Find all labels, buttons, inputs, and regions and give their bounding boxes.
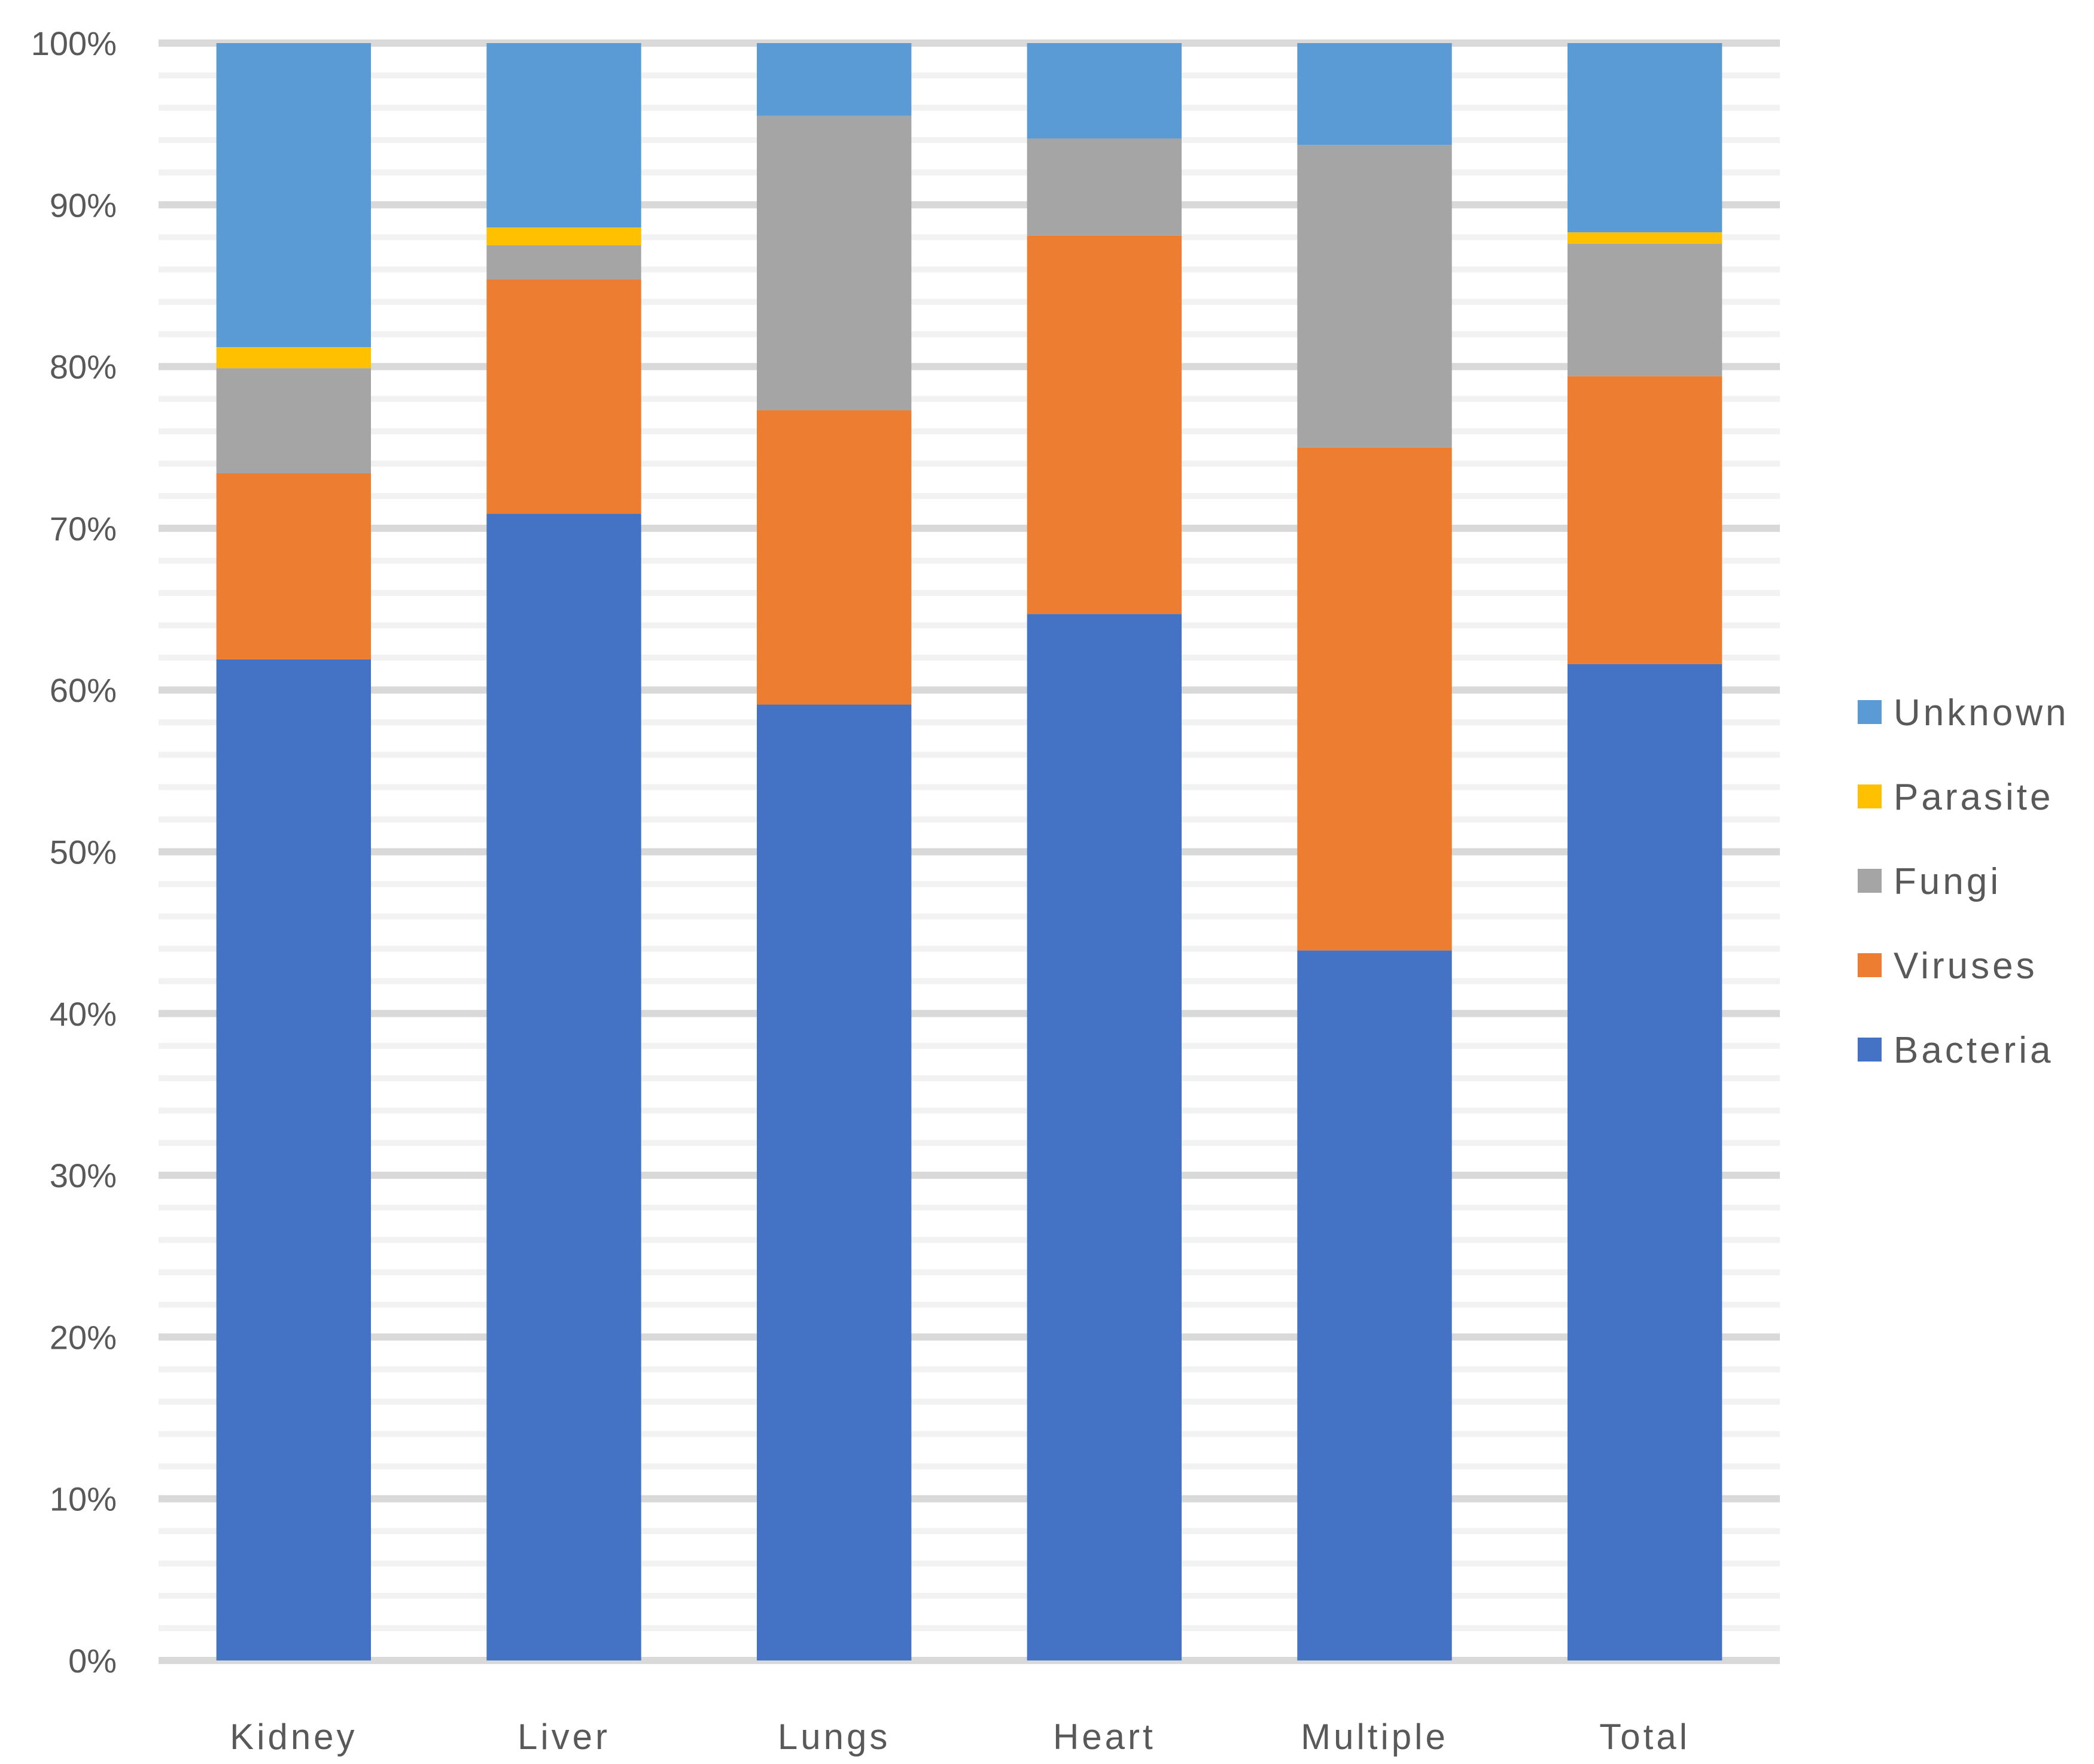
bar-segment-heart-fungi: [1027, 138, 1182, 236]
legend-item-parasite: Parasite: [1858, 777, 2053, 818]
bar-segment-total-parasite: [1567, 232, 1722, 244]
bar-segment-lungs-bacteria: [756, 704, 912, 1660]
y-tick-label: 30%: [50, 1157, 117, 1194]
x-category-label: Liver: [518, 1717, 610, 1757]
legend-label: Viruses: [1894, 945, 2038, 987]
bar-segment-multiple-fungi: [1297, 145, 1452, 448]
y-tick-label: 90%: [50, 186, 117, 224]
x-category-label: Kidney: [230, 1717, 357, 1757]
legend-swatch: [1858, 700, 1882, 724]
bar-segment-liver-unknown: [486, 43, 641, 228]
bars: [216, 43, 1722, 1660]
bar-segment-heart-bacteria: [1027, 614, 1182, 1660]
bar-segment-multiple-unknown: [1297, 43, 1452, 145]
bar-segment-heart-viruses: [1027, 235, 1182, 615]
bar-segment-lungs-viruses: [756, 410, 912, 705]
bar-segment-kidney-bacteria: [216, 659, 372, 1660]
legend-swatch: [1858, 953, 1882, 977]
y-tick-label: 80%: [50, 348, 117, 386]
bar-segment-total-unknown: [1567, 43, 1722, 233]
bar-segment-lungs-unknown: [756, 43, 912, 116]
bar-segment-heart-unknown: [1027, 43, 1182, 139]
legend-item-viruses: Viruses: [1858, 945, 2038, 987]
bar-stack-lungs: [756, 43, 912, 1660]
y-tick-label: 100%: [31, 25, 117, 62]
bar-segment-kidney-fungi: [216, 368, 372, 473]
bar-segment-lungs-fungi: [756, 115, 912, 410]
y-tick-label: 70%: [50, 510, 117, 548]
y-tick-label: 60%: [50, 671, 117, 709]
bar-segment-kidney-viruses: [216, 473, 372, 659]
bar-segment-multiple-viruses: [1297, 447, 1452, 951]
bar-segment-kidney-unknown: [216, 43, 372, 348]
legend-label: Parasite: [1894, 777, 2053, 818]
x-category-label: Total: [1599, 1717, 1690, 1757]
legend-label: Fungi: [1894, 861, 2001, 902]
x-category-label: Multiple: [1301, 1717, 1448, 1757]
legend-item-fungi: Fungi: [1858, 861, 2001, 902]
bar-segment-liver-bacteria: [486, 513, 641, 1660]
legend-swatch: [1858, 1038, 1882, 1062]
grid-lines: [159, 39, 1780, 1664]
legend-label: Bacteria: [1894, 1030, 2053, 1071]
y-tick-label: 50%: [50, 834, 117, 871]
bar-stack-heart: [1027, 43, 1182, 1660]
legend-item-bacteria: Bacteria: [1858, 1030, 2053, 1071]
bar-stack-liver: [486, 43, 641, 1660]
bar-segment-liver-fungi: [486, 245, 641, 279]
bar-stack-total: [1567, 43, 1722, 1660]
legend-item-unknown: Unknown: [1858, 692, 2069, 734]
bar-stack-kidney: [216, 43, 372, 1660]
bar-segment-kidney-parasite: [216, 347, 372, 369]
y-tick-label: 10%: [50, 1480, 117, 1518]
x-axis-category-labels: Kidney Liver Lungs Heart Multiple Total: [230, 1717, 1690, 1757]
y-axis-tick-labels: 0% 10% 20% 30% 40% 50% 60% 70% 80% 90% 100%: [31, 25, 117, 1680]
bar-segment-total-bacteria: [1567, 664, 1722, 1660]
legend: Unknown Parasite Fungi Viruses Bacteria: [1858, 692, 2069, 1071]
legend-label: Unknown: [1894, 692, 2069, 734]
y-tick-label: 20%: [50, 1318, 117, 1356]
x-category-label: Lungs: [778, 1717, 890, 1757]
bar-segment-total-fungi: [1567, 244, 1722, 376]
x-category-label: Heart: [1053, 1717, 1156, 1757]
bar-segment-multiple-bacteria: [1297, 950, 1452, 1660]
bar-segment-liver-parasite: [486, 227, 641, 245]
bar-segment-total-viruses: [1567, 376, 1722, 664]
y-tick-label: 40%: [50, 995, 117, 1033]
legend-swatch: [1858, 784, 1882, 808]
y-tick-label: 0%: [68, 1642, 117, 1680]
bar-segment-liver-viruses: [486, 279, 641, 514]
bar-stack-multiple: [1297, 43, 1452, 1660]
legend-swatch: [1858, 869, 1882, 893]
